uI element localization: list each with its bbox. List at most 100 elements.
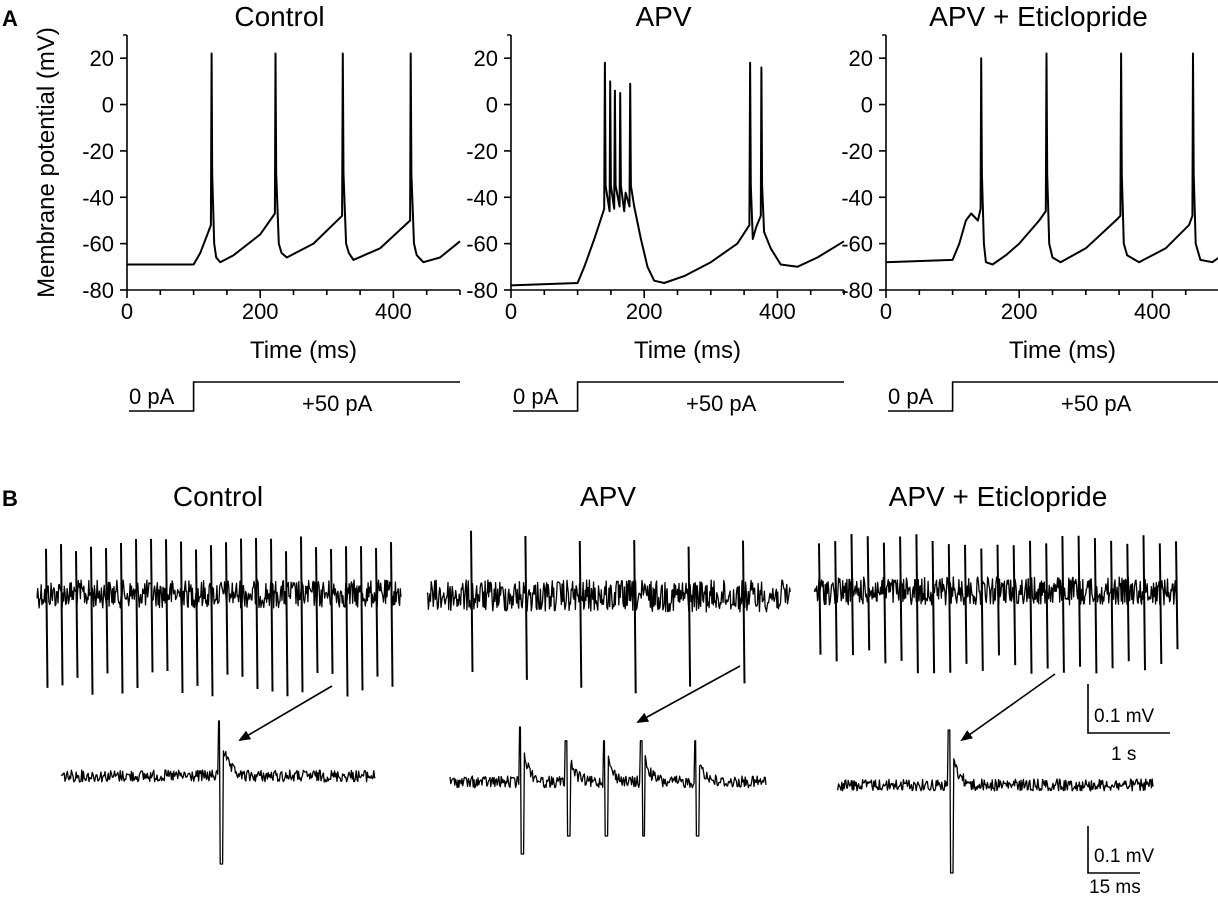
spike <box>285 551 289 697</box>
y-tick-label: 20 <box>90 46 114 71</box>
x-tick-label: 400 <box>759 299 796 324</box>
spike <box>964 544 968 664</box>
scale-bar-top-amplitude: 0.1 mV <box>1094 706 1155 727</box>
scale-bar-top-time: 1 s <box>1111 744 1136 765</box>
spike <box>980 548 984 671</box>
zoom-arrow <box>960 673 1056 742</box>
spike <box>300 536 304 693</box>
subplot-title: APV + Eticlopride <box>929 1 1148 32</box>
axis-lines <box>510 35 844 291</box>
spike <box>947 544 952 673</box>
spike <box>90 546 94 695</box>
y-tick-label: 0 <box>102 93 114 118</box>
subplot-title: APV + Eticlopride <box>889 481 1108 512</box>
spike <box>687 546 692 687</box>
spike <box>850 533 854 656</box>
y-axis-label: Membrane potential (mV) <box>33 27 60 298</box>
spike <box>899 536 903 661</box>
zoomed-spike-trace <box>836 729 1154 874</box>
panel-label-a: A <box>2 6 18 31</box>
spike <box>210 545 214 697</box>
subplot-b-1: Control <box>36 481 402 865</box>
spike <box>1126 543 1130 662</box>
spike <box>225 542 229 675</box>
subplot-title: APV <box>635 1 691 32</box>
zoomed-spike-trace <box>449 726 767 855</box>
spike <box>165 539 169 672</box>
spike <box>1142 535 1146 671</box>
spike <box>1077 535 1082 667</box>
spike <box>45 548 49 688</box>
zoomed-spike-trace <box>60 720 376 865</box>
spike <box>120 542 124 694</box>
x-axis-label: Time (ms) <box>634 337 741 364</box>
spike <box>390 542 394 687</box>
spike <box>375 548 379 677</box>
stim-label-baseline: 0 pA <box>513 384 559 409</box>
voltage-trace <box>885 52 1218 266</box>
extracellular-noise <box>36 579 402 609</box>
stimulus-step <box>513 381 844 412</box>
spike <box>60 544 64 686</box>
spike <box>996 544 1000 656</box>
voltage-trace <box>510 61 845 287</box>
y-tick-label: -20 <box>82 139 114 164</box>
spike <box>931 540 936 674</box>
y-tick-label: -40 <box>466 185 498 210</box>
spike <box>240 538 244 677</box>
spike <box>270 538 274 692</box>
spike <box>75 551 79 678</box>
zoom-arrow <box>238 685 333 742</box>
spike <box>915 534 919 674</box>
y-tick-label: -80 <box>841 278 873 303</box>
spike <box>330 549 334 674</box>
y-tick-label: -60 <box>82 232 114 257</box>
x-tick-label: 400 <box>375 299 412 324</box>
y-tick-label: -60 <box>841 232 873 257</box>
panel-b: Control APV APV + Eticlopride 0.1 mV 1 s 0.1 … <box>36 481 1179 898</box>
y-tick-label: -40 <box>82 185 114 210</box>
scale-bar-bottom <box>1087 826 1140 874</box>
spike <box>1175 541 1179 650</box>
extracellular-noise <box>813 576 1178 606</box>
spike <box>1093 538 1098 674</box>
x-tick-label: 0 <box>121 299 133 324</box>
subplot-b-2: APV <box>426 481 791 855</box>
spike <box>105 548 109 674</box>
spike <box>345 546 349 697</box>
spike <box>524 535 528 680</box>
y-tick-label: -80 <box>82 278 114 303</box>
spike <box>255 537 259 690</box>
spike <box>818 543 822 655</box>
y-tick-label: 20 <box>849 46 873 71</box>
spike <box>1110 540 1114 669</box>
spike <box>1061 535 1065 673</box>
spike <box>150 538 154 673</box>
x-tick-label: 200 <box>626 299 663 324</box>
voltage-trace <box>127 52 461 266</box>
subplot-title: Control <box>234 1 324 32</box>
stim-label-baseline: 0 pA <box>129 384 175 409</box>
spike <box>180 541 184 694</box>
extracellular-noise <box>426 579 791 613</box>
x-tick-label: 200 <box>1001 299 1038 324</box>
y-tick-label: -40 <box>841 185 873 210</box>
x-tick-label: 400 <box>1134 299 1171 324</box>
spike <box>135 538 139 689</box>
scale-bar-bottom-time: 15 ms <box>1089 877 1141 898</box>
y-tick-label: -20 <box>841 139 873 164</box>
spike <box>315 547 319 674</box>
spike <box>742 540 746 684</box>
x-axis-label: Time (ms) <box>250 337 357 364</box>
stimulus-step <box>129 381 460 412</box>
y-tick-label: 0 <box>486 93 498 118</box>
panel-label-b: B <box>2 486 18 511</box>
stim-label-step: +50 pA <box>1061 391 1132 416</box>
subplot-b-3: APV + Eticlopride <box>813 481 1179 874</box>
spike <box>882 542 887 664</box>
